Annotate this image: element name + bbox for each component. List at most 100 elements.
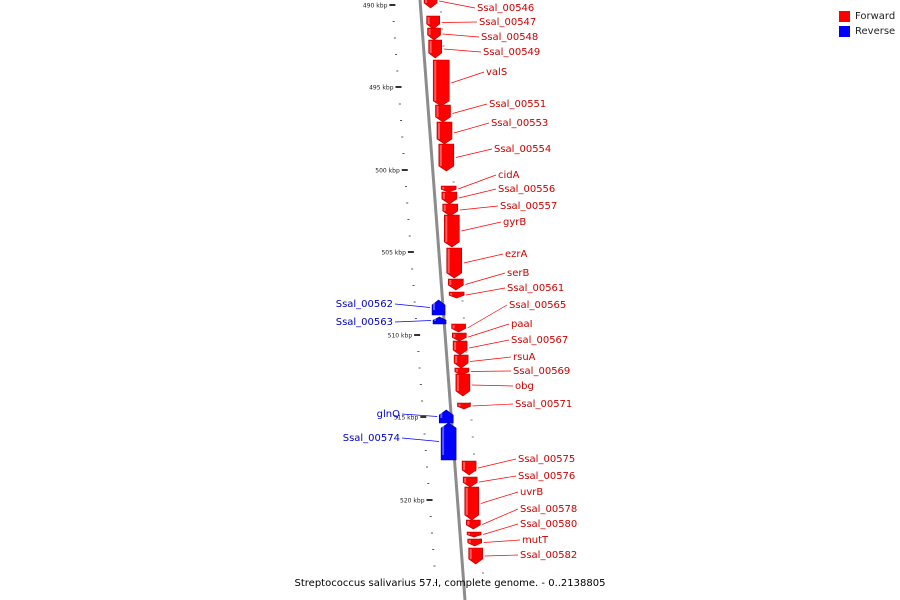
gene-label[interactable]: Ssal_00565 xyxy=(509,300,566,311)
gene-arrow[interactable] xyxy=(435,104,451,123)
gene-arrow[interactable] xyxy=(448,278,464,291)
gene-arrow[interactable] xyxy=(440,185,457,193)
gene-arrow[interactable] xyxy=(444,214,460,248)
gene-arrow[interactable] xyxy=(466,531,482,538)
gene-highlight xyxy=(450,293,453,296)
gene-label[interactable]: Ssal_00578 xyxy=(520,504,577,515)
gene-Ssal_00567[interactable]: Ssal_00567 xyxy=(452,335,568,356)
gene-Ssal_00563[interactable]: Ssal_00563 xyxy=(336,316,447,328)
gene-gyrB[interactable]: gyrB xyxy=(444,214,526,248)
gene-arrow[interactable] xyxy=(466,519,481,530)
gene-label[interactable]: Ssal_00546 xyxy=(477,3,534,14)
gene-arrow[interactable] xyxy=(446,247,463,279)
gene-cidA[interactable]: cidA xyxy=(440,170,520,193)
gene-paaI[interactable]: paaI xyxy=(451,319,533,342)
gene-serB[interactable]: serB xyxy=(448,268,529,291)
gene-Ssal_00582[interactable]: Ssal_00582 xyxy=(468,547,578,565)
gene-label[interactable]: rsuA xyxy=(513,352,536,363)
gene-label[interactable]: Ssal_00575 xyxy=(518,454,575,465)
gene-label[interactable]: Ssal_00547 xyxy=(479,17,536,28)
gene-arrow[interactable] xyxy=(436,121,453,145)
gene-arrow[interactable] xyxy=(452,340,468,356)
gene-arrow[interactable] xyxy=(468,547,484,565)
gene-arrow[interactable] xyxy=(461,460,477,476)
gene-label[interactable]: Ssal_00563 xyxy=(336,317,393,328)
gene-label[interactable]: Ssal_00549 xyxy=(483,47,540,58)
gene-Ssal_00551[interactable]: Ssal_00551 xyxy=(435,99,547,123)
gene-arrow[interactable] xyxy=(462,476,478,488)
gene-uvrB[interactable]: uvrB xyxy=(464,486,544,521)
gene-arrow[interactable] xyxy=(432,316,447,325)
gene-rsuA[interactable]: rsuA xyxy=(453,352,536,369)
gene-Ssal_00546[interactable]: Ssal_00546 xyxy=(423,0,534,14)
gene-arrow[interactable] xyxy=(451,323,466,333)
gene-valS[interactable]: valS xyxy=(432,59,507,107)
gene-Ssal_00574[interactable]: Ssal_00574 xyxy=(343,422,457,461)
gene-label[interactable]: Ssal_00557 xyxy=(500,201,557,212)
gene-arrow[interactable] xyxy=(467,538,482,547)
gene-arrow[interactable] xyxy=(427,27,441,41)
gene-label[interactable]: Ssal_00556 xyxy=(498,184,555,195)
gene-arrow[interactable] xyxy=(428,39,442,59)
gene-arrow[interactable] xyxy=(442,203,459,217)
gene-label[interactable]: Ssal_00582 xyxy=(520,550,577,561)
gene-Ssal_00575[interactable]: Ssal_00575 xyxy=(461,454,575,476)
gene-label[interactable]: paaI xyxy=(511,319,533,330)
gene-label[interactable]: Ssal_00561 xyxy=(507,283,564,294)
gene-arrow[interactable] xyxy=(457,402,471,410)
gene-arrow[interactable] xyxy=(448,291,465,299)
gene-mutT[interactable]: mutT xyxy=(467,535,549,547)
gene-obg[interactable]: obg xyxy=(455,373,534,397)
gene-Ssal_00569[interactable]: Ssal_00569 xyxy=(454,366,570,377)
gene-arrow[interactable] xyxy=(431,299,446,316)
gene-label[interactable]: Ssal_00562 xyxy=(336,299,393,310)
gene-label[interactable]: Ssal_00574 xyxy=(343,433,400,444)
gene-label[interactable]: cidA xyxy=(498,170,520,181)
gene-label[interactable]: Ssal_00576 xyxy=(518,471,575,482)
gene-Ssal_00556[interactable]: Ssal_00556 xyxy=(441,184,555,205)
gene-label[interactable]: Ssal_00571 xyxy=(515,399,572,410)
gene-Ssal_00562[interactable]: Ssal_00562 xyxy=(336,299,446,316)
gene-label[interactable]: Ssal_00548 xyxy=(481,32,538,43)
gene-label[interactable]: gyrB xyxy=(503,217,526,228)
gene-label[interactable]: obg xyxy=(515,381,534,392)
gene-label[interactable]: Ssal_00554 xyxy=(494,144,551,155)
gene-arrow[interactable] xyxy=(423,0,438,9)
gene-arrow[interactable] xyxy=(453,354,469,369)
gene-Ssal_00565[interactable]: Ssal_00565 xyxy=(451,300,567,333)
gene-Ssal_00580[interactable]: Ssal_00580 xyxy=(466,519,577,538)
gene-label[interactable]: mutT xyxy=(522,535,549,546)
gene-label[interactable]: Ssal_00553 xyxy=(491,118,548,129)
gene-label[interactable]: ezrA xyxy=(505,249,528,260)
gene-Ssal_00549[interactable]: Ssal_00549 xyxy=(428,39,541,59)
gene-arrow[interactable] xyxy=(438,143,455,172)
gene-Ssal_00553[interactable]: Ssal_00553 xyxy=(436,118,548,145)
gene-label[interactable]: Ssal_00567 xyxy=(511,335,568,346)
gene-Ssal_00578[interactable]: Ssal_00578 xyxy=(466,504,577,530)
gene-label[interactable]: uvrB xyxy=(520,487,543,498)
gene-ezrA[interactable]: ezrA xyxy=(446,247,528,279)
gene-glnQ[interactable]: glnQ xyxy=(377,409,454,424)
gene-label[interactable]: Ssal_00551 xyxy=(489,99,546,110)
gene-label[interactable]: Ssal_00569 xyxy=(513,366,570,377)
gene-label[interactable]: valS xyxy=(486,67,507,78)
gene-arrow[interactable] xyxy=(441,191,458,205)
gene-Ssal_00561[interactable]: Ssal_00561 xyxy=(448,283,564,299)
gene-label[interactable]: glnQ xyxy=(377,409,400,420)
gene-Ssal_00571[interactable]: Ssal_00571 xyxy=(457,399,572,410)
gene-arrow[interactable] xyxy=(440,422,457,461)
gene-arrow[interactable] xyxy=(438,409,454,424)
gene-arrow[interactable] xyxy=(451,332,467,342)
gene-label[interactable]: Ssal_00580 xyxy=(520,519,577,530)
gene-label[interactable]: serB xyxy=(507,268,529,279)
gene-Ssal_00576[interactable]: Ssal_00576 xyxy=(462,471,575,488)
gene-arrow[interactable] xyxy=(455,373,471,397)
gene-arrow[interactable] xyxy=(464,486,480,521)
gene-Ssal_00554[interactable]: Ssal_00554 xyxy=(438,143,551,172)
gene-arrow[interactable] xyxy=(426,15,440,30)
gene-Ssal_00557[interactable]: Ssal_00557 xyxy=(442,201,558,217)
gene-arrow[interactable] xyxy=(432,59,450,107)
gene-arrow[interactable] xyxy=(454,367,470,376)
gene-Ssal_00548[interactable]: Ssal_00548 xyxy=(427,27,539,43)
gene-Ssal_00547[interactable]: Ssal_00547 xyxy=(426,15,537,30)
